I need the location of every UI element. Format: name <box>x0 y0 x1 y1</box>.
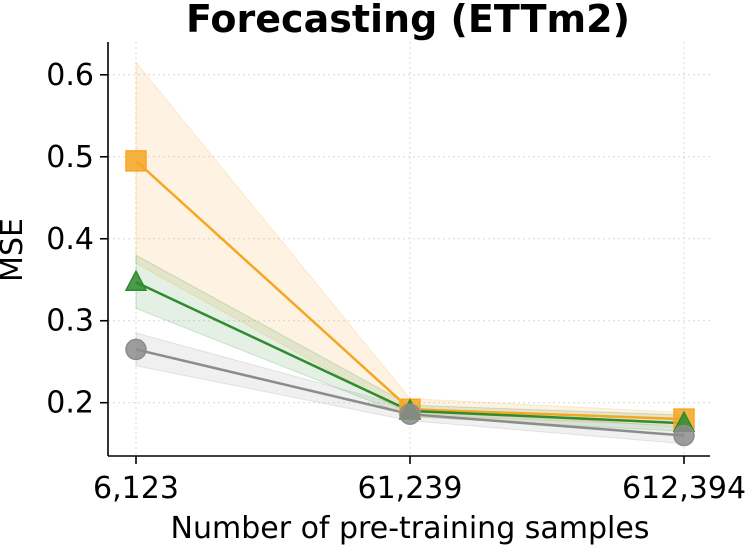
data-point <box>673 424 695 447</box>
y-tick-label: 0.4 <box>46 222 94 257</box>
y-ticks: 0.2 0.3 0.4 0.5 0.6 <box>46 58 108 421</box>
x-tick-label: 6,123 <box>93 471 179 506</box>
data-point <box>125 150 147 172</box>
y-tick-label: 0.2 <box>46 386 94 421</box>
data-point <box>125 338 147 361</box>
data-point <box>124 269 148 291</box>
chart-title: Forecasting (ETTm2) <box>186 0 630 41</box>
y-axis-label: MSE <box>0 218 30 282</box>
series-markers <box>124 150 696 447</box>
x-tick-label: 61,239 <box>358 471 463 506</box>
y-tick-label: 0.3 <box>46 304 94 339</box>
y-tick-label: 0.6 <box>46 58 94 93</box>
grid <box>108 42 710 456</box>
data-point <box>399 403 421 425</box>
x-axis-label: Number of pre-training samples <box>171 511 650 546</box>
x-ticks: 6,123 61,239 612,394 <box>93 456 746 506</box>
x-tick-label: 612,394 <box>622 471 746 506</box>
y-tick-label: 0.5 <box>46 140 94 175</box>
